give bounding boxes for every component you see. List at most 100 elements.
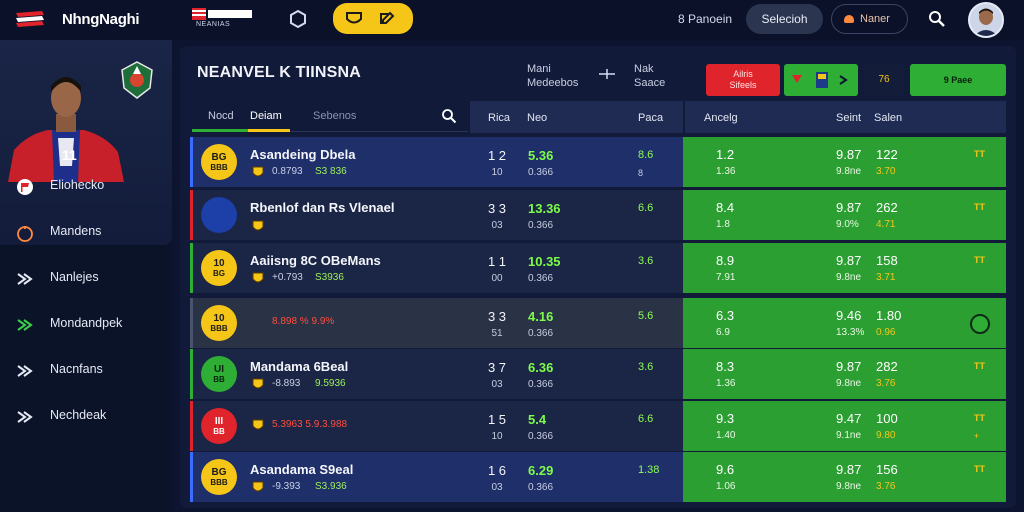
notifications-button[interactable]: Naner xyxy=(831,4,908,34)
odds-value[interactable]: 10.35 xyxy=(528,254,561,269)
angle-value[interactable]: 8.3 xyxy=(716,359,735,374)
column-header[interactable]: Ancelg xyxy=(704,112,738,124)
table-row[interactable]: BG BBB Asandama S9eal -9.393 S3.936 1 6 03 6.29… xyxy=(190,452,1006,502)
salen-value[interactable]: 1.80 xyxy=(876,308,902,323)
trend-icon[interactable]: TT xyxy=(974,149,985,159)
flag-badge-icon[interactable] xyxy=(192,8,254,28)
ranking-button[interactable]: 76 xyxy=(864,64,904,96)
trend-icon[interactable]: TT xyxy=(974,255,985,265)
trend-icon[interactable]: TT xyxy=(974,464,985,474)
select-button[interactable]: Selecioh xyxy=(746,4,823,34)
edit-icon[interactable] xyxy=(379,11,395,26)
pace-button[interactable]: 9 Paee xyxy=(910,64,1006,96)
team-badge: 10 BG xyxy=(201,250,237,286)
seint-sub: 9.8ne xyxy=(836,272,862,283)
sidebar-item-3[interactable]: Nanlejes xyxy=(0,260,172,296)
tab-2[interactable]: Deiam xyxy=(250,110,282,122)
table-row[interactable]: UI BB Mandama 6Beal -8.893 9.5936 3 7 03 6.36 0.… xyxy=(190,349,1006,399)
sidebar-item-2[interactable]: Mandens xyxy=(0,214,172,250)
team-name[interactable]: Mandama 6Beal xyxy=(250,359,349,374)
table-row[interactable]: BG BBB Asandeing Dbela 0.8793 S3 836 1 2 10 5.3… xyxy=(190,137,1006,187)
team-name[interactable]: Rbenlof dan Rs Vlenael xyxy=(250,200,395,215)
quick-actions-pill[interactable] xyxy=(333,3,413,34)
angle-value[interactable]: 1.2 xyxy=(716,147,735,162)
team-badge: BG BBB xyxy=(201,459,237,495)
sidebar-item-label: Mondandpek xyxy=(50,316,123,330)
salen-value[interactable]: 100 xyxy=(876,411,898,426)
column-header[interactable]: Rica xyxy=(488,112,511,124)
sidebar-item-4[interactable]: Mondandpek xyxy=(0,306,172,342)
flag-logo-icon[interactable] xyxy=(14,9,46,29)
salen-value[interactable]: 158 xyxy=(876,253,898,268)
tab-3[interactable]: Sebenos xyxy=(313,110,357,122)
row-background xyxy=(190,401,683,451)
sidebar-item-1[interactable]: Eliohecko xyxy=(0,168,172,204)
row-accent xyxy=(190,349,193,399)
salen-value[interactable]: 262 xyxy=(876,200,898,215)
odds-value[interactable]: 6.29 xyxy=(528,463,554,478)
notifications-label: Naner xyxy=(860,13,890,25)
team-name[interactable]: Asandama S9eal xyxy=(250,462,354,477)
badge-code: BG xyxy=(211,152,227,163)
table-search-icon[interactable] xyxy=(441,108,457,124)
seint-value[interactable]: 9.87 xyxy=(836,462,862,477)
search-icon[interactable] xyxy=(928,10,946,28)
swap-icon[interactable] xyxy=(598,68,616,80)
salen-value[interactable]: 122 xyxy=(876,147,898,162)
table-row[interactable]: 10 BG Aaiisng 8C OBeMans +0.793 S3936 1 1 00 10… xyxy=(190,243,1006,293)
hexagon-icon[interactable] xyxy=(288,9,308,29)
column-header[interactable]: Paca xyxy=(638,112,664,124)
seint-sub: 9.8ne xyxy=(836,378,862,389)
chevrons-icon xyxy=(17,411,33,423)
shield-icon[interactable] xyxy=(345,11,363,26)
shield-icon xyxy=(252,220,264,231)
sidebar-item-6[interactable]: Nechdeak xyxy=(0,398,172,434)
team-stat-highlight: S3 836 xyxy=(315,166,347,177)
team-name[interactable]: Aaiisng 8C OBeMans xyxy=(250,253,381,268)
player-card[interactable]: 11 xyxy=(0,40,172,245)
odds-value[interactable]: 6.36 xyxy=(528,360,554,375)
brand-name[interactable]: NhngNaghi xyxy=(62,11,140,28)
column-header[interactable]: Neo xyxy=(527,112,548,124)
badge-code: BG xyxy=(211,467,227,478)
odds-value[interactable]: 4.16 xyxy=(528,309,554,324)
team-name[interactable]: Asandeing Dbela xyxy=(250,147,356,162)
seint-value[interactable]: 9.87 xyxy=(836,200,862,215)
angle-value[interactable]: 9.3 xyxy=(716,411,735,426)
odds-value[interactable]: 5.36 xyxy=(528,148,554,163)
ball-icon xyxy=(17,226,33,242)
odds-value[interactable]: 13.36 xyxy=(528,201,561,216)
sidebar-item-5[interactable]: Nacnfans xyxy=(0,352,172,388)
angle-value[interactable]: 8.9 xyxy=(716,253,735,268)
column-header[interactable]: Salen xyxy=(874,112,903,124)
tab-1[interactable]: Nocd xyxy=(208,110,234,122)
seint-value[interactable]: 9.47 xyxy=(836,411,862,426)
check-icon[interactable] xyxy=(970,314,990,334)
rank-value: 1 1 xyxy=(487,254,507,269)
angle-value[interactable]: 8.4 xyxy=(716,200,735,215)
salen-value[interactable]: 156 xyxy=(876,462,898,477)
trend-icon[interactable]: TT xyxy=(974,361,985,371)
badge-sub: BB xyxy=(213,427,225,436)
team-stat: 5.3963 5.9.3.988 xyxy=(272,419,348,430)
filter-icons-button[interactable] xyxy=(784,64,858,96)
user-avatar[interactable] xyxy=(968,2,1004,38)
seint-value[interactable]: 9.87 xyxy=(836,147,862,162)
trend-icon[interactable]: TT xyxy=(974,202,985,212)
chevrons-icon xyxy=(17,273,33,285)
seint-value[interactable]: 9.87 xyxy=(836,253,862,268)
odds-value[interactable]: 5.4 xyxy=(528,412,547,427)
table-row[interactable]: 10 BBB 8.898 % 9.9% 3 3 51 4.16 0.366 5.6 6.3 6.9… xyxy=(190,298,1006,348)
live-filter-button[interactable]: Ailris Sifeels xyxy=(706,64,780,96)
column-header[interactable]: Seint xyxy=(836,112,862,124)
angle-value[interactable]: 6.3 xyxy=(716,308,735,323)
salen-value[interactable]: 282 xyxy=(876,359,898,374)
seint-value[interactable]: 9.87 xyxy=(836,359,862,374)
table-row[interactable]: III BB 5.3963 5.9.3.988 1 5 10 5.4 0.366 6.6 9.3… xyxy=(190,401,1006,451)
seint-value[interactable]: 9.46 xyxy=(836,308,862,323)
top-link[interactable]: 8 Panoein xyxy=(678,12,733,26)
table-row[interactable]: Rbenlof dan Rs Vlenael 3 3 03 13.36 0.366 6.6… xyxy=(190,190,1006,240)
angle-value[interactable]: 9.6 xyxy=(716,462,735,477)
trend-icon[interactable]: TT xyxy=(974,413,985,423)
salen-sub: 0.96 xyxy=(876,327,896,338)
